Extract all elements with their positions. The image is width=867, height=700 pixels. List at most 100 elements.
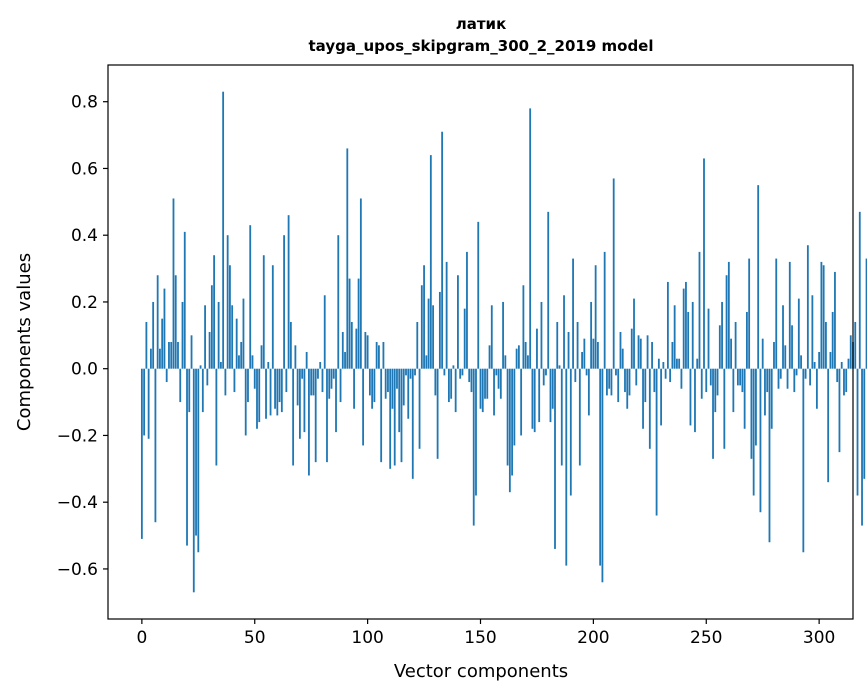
bar [707, 308, 710, 369]
bar [335, 368, 337, 433]
bar [201, 368, 204, 413]
bar [305, 352, 308, 369]
bar [766, 368, 769, 393]
bar [222, 91, 225, 369]
bar [140, 368, 143, 539]
y-tick-label: 0.8 [71, 93, 98, 113]
bar [416, 321, 419, 369]
bar [847, 358, 850, 369]
bar [646, 335, 649, 369]
bar [393, 368, 396, 466]
bar [402, 368, 405, 406]
bar [269, 368, 272, 416]
bar [601, 368, 604, 583]
bar [488, 345, 491, 369]
bar [696, 358, 699, 369]
x-tick-label: 200 [577, 628, 609, 648]
bar [147, 368, 150, 439]
bar [576, 321, 579, 369]
bar [585, 368, 588, 376]
bar [499, 368, 502, 399]
bar [569, 368, 572, 496]
bar [608, 368, 611, 389]
bar [206, 368, 209, 386]
y-tick-label: 0.4 [71, 226, 98, 246]
y-tick-label: −0.4 [57, 493, 98, 513]
bar [420, 285, 423, 369]
bar [784, 345, 787, 369]
bar [308, 368, 310, 476]
bar [493, 368, 495, 416]
bar [314, 368, 317, 463]
bar [687, 311, 690, 369]
bar [452, 365, 455, 369]
bar [149, 348, 152, 369]
bar [387, 368, 389, 393]
bar [508, 368, 511, 493]
bar [639, 338, 642, 369]
bar [793, 368, 796, 393]
bar [716, 368, 719, 396]
y-tick-label: −0.2 [57, 426, 98, 446]
bar [863, 368, 866, 479]
bar [619, 331, 622, 369]
bar [547, 211, 550, 369]
bar [294, 345, 297, 369]
bar [861, 368, 863, 526]
bar [648, 368, 651, 449]
bar [296, 368, 299, 406]
bar [181, 301, 184, 369]
bar [380, 368, 383, 463]
bar [529, 108, 532, 369]
bar [732, 368, 735, 413]
bar [714, 368, 717, 413]
y-tick-label: −0.6 [57, 560, 98, 580]
bar [226, 235, 229, 369]
bar [479, 368, 482, 409]
bar [256, 368, 258, 429]
bar [815, 368, 818, 409]
bar [739, 368, 742, 386]
x-tick-label: 0 [136, 628, 147, 648]
bar [168, 342, 170, 369]
bar [287, 215, 290, 369]
bar [470, 368, 473, 393]
bar [820, 261, 823, 369]
bar [292, 368, 295, 466]
bar [581, 352, 583, 369]
bar [628, 368, 631, 396]
bar [457, 275, 459, 369]
bar [554, 368, 556, 549]
bar [373, 368, 376, 403]
bar [436, 368, 439, 459]
bar [165, 368, 168, 383]
bar [461, 368, 464, 376]
bar [829, 352, 832, 369]
bar [673, 305, 676, 369]
bar [705, 368, 708, 393]
bar [244, 368, 247, 436]
bar [682, 288, 685, 369]
bar [578, 368, 581, 466]
bar [630, 328, 633, 369]
bar [183, 231, 186, 369]
bar [513, 368, 516, 446]
bar [511, 368, 514, 476]
bar [773, 342, 775, 369]
bar [603, 251, 606, 369]
bar [213, 255, 216, 369]
bar [849, 335, 852, 369]
bar [472, 368, 475, 526]
bar [398, 368, 401, 433]
bar [831, 311, 834, 369]
bar [745, 311, 748, 369]
bar [317, 368, 319, 379]
bar [143, 368, 146, 436]
bar [427, 298, 430, 369]
bar [326, 368, 328, 463]
bar [533, 368, 536, 433]
bar [265, 368, 267, 419]
bar [344, 352, 346, 369]
bar [536, 328, 538, 369]
